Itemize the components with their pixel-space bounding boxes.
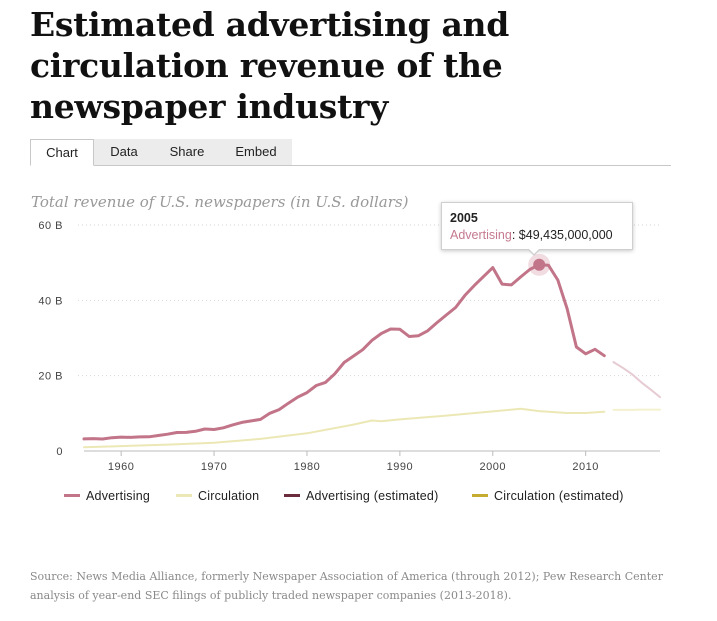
series-lines [82, 263, 661, 449]
x-tick-label: 2000 [480, 461, 506, 473]
tab-data[interactable]: Data [94, 139, 154, 165]
series-line-circulation[interactable] [83, 407, 606, 449]
legend-label-advertising-estimated: Advertising (estimated) [306, 489, 439, 503]
hover-marker [528, 253, 551, 276]
page-title: Estimated advertising and circulation re… [30, 5, 510, 126]
y-tick-label: 20 B [38, 371, 63, 383]
legend-swatch-advertising-estimated [284, 494, 300, 498]
tab-bar: Chart Data Share Embed [30, 139, 671, 166]
source-note: Source: News Media Alliance, formerly Ne… [30, 570, 663, 602]
tab-embed[interactable]: Embed [220, 139, 292, 165]
legend-swatch-circulation-estimated [472, 494, 488, 498]
x-tick-label: 1980 [294, 461, 320, 473]
tab-chart[interactable]: Chart [30, 139, 94, 166]
legend-swatch-circulation [176, 494, 192, 498]
x-tick-label: 1990 [387, 461, 413, 473]
series-line-advertising-estimated[interactable] [612, 361, 661, 399]
y-tick-label: 40 B [38, 295, 63, 307]
legend-item-circulation[interactable]: Circulation [176, 489, 259, 503]
legend-swatch-advertising [64, 494, 80, 498]
series-line-advertising[interactable] [82, 263, 606, 441]
x-axis: 1960 1970 1980 1990 2000 2010 [84, 450, 660, 473]
tooltip-series-name: Advertising [450, 228, 512, 242]
legend-item-circulation-estimated[interactable]: Circulation (estimated) [472, 489, 624, 503]
tooltip-pointer-fill [528, 248, 540, 254]
legend-label-advertising: Advertising [86, 489, 151, 503]
chart-subtitle: Total revenue of U.S. newspapers (in U.S… [31, 193, 409, 211]
y-tick-label: 60 B [38, 220, 63, 232]
legend-label-circulation-estimated: Circulation (estimated) [494, 489, 624, 503]
y-tick-label: 0 [56, 446, 63, 458]
legend-item-advertising-estimated[interactable]: Advertising (estimated) [284, 489, 438, 503]
x-tick-label: 2010 [572, 461, 598, 473]
y-axis-labels: 0 20 B 40 B 60 B [38, 220, 63, 458]
legend-label-circulation: Circulation [198, 489, 260, 503]
tab-share[interactable]: Share [154, 139, 220, 165]
tooltip-value: $49,435,000,000 [518, 228, 613, 242]
x-tick-label: 1960 [108, 461, 134, 473]
x-tick-label: 1970 [201, 461, 227, 473]
tooltip-year: 2005 [450, 211, 478, 225]
chart-tooltip: 2005 Advertising: $49,435,000,000 [441, 202, 633, 250]
legend-item-advertising[interactable]: Advertising [64, 489, 150, 503]
hover-point[interactable] [533, 258, 546, 271]
